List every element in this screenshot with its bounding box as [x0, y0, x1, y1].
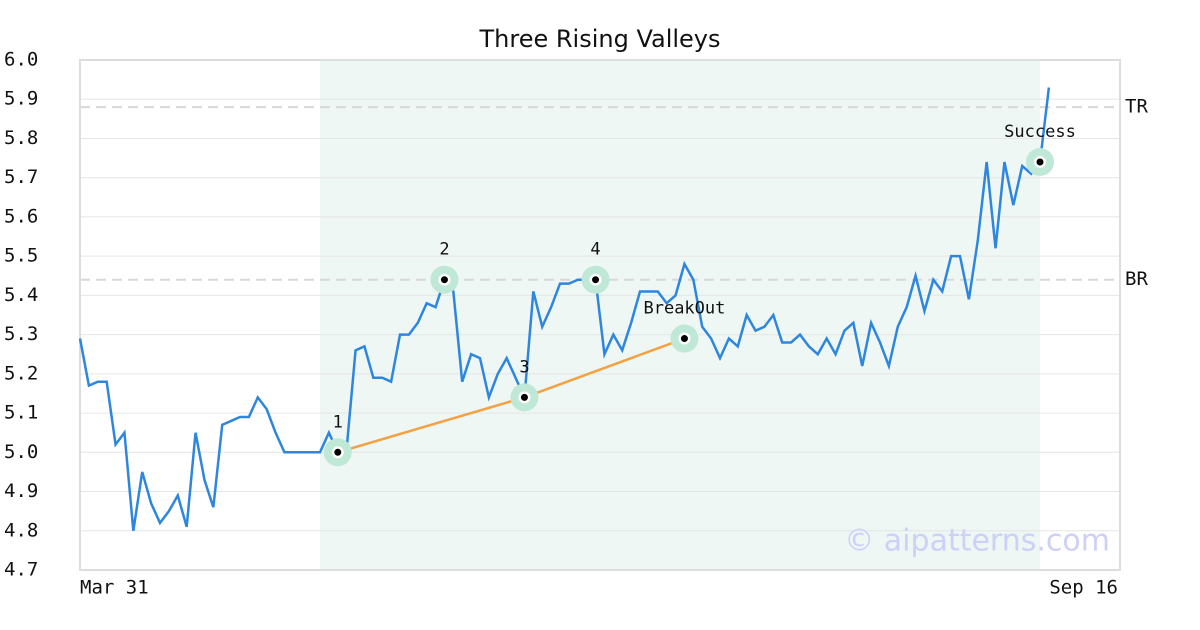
point-center — [592, 276, 600, 284]
y-tick-label: 5.6 — [4, 205, 38, 227]
watermark: © aipatterns.com — [844, 524, 1110, 559]
x-tick-label: Mar 31 — [80, 577, 149, 599]
y-tick-label: 5.0 — [4, 441, 38, 463]
point-label: 4 — [590, 240, 600, 260]
point-label: 1 — [333, 412, 343, 432]
y-tick-label: 5.8 — [4, 127, 38, 149]
point-center — [440, 276, 448, 284]
price-line — [78, 87, 1051, 531]
y-tick-label: 5.4 — [4, 284, 38, 306]
highlight-region — [320, 60, 1040, 570]
point-label: 2 — [439, 240, 449, 260]
chart-title: Three Rising Valleys — [478, 25, 720, 53]
y-tick-label: 5.7 — [4, 166, 38, 188]
plot-frame — [79, 59, 1121, 571]
y-tick-label: 5.1 — [4, 402, 38, 424]
y-tick-label: 5.2 — [4, 362, 38, 384]
point-label: Success — [1004, 122, 1076, 142]
point-label: BreakOut — [643, 299, 725, 319]
y-tick-label: 4.9 — [4, 480, 38, 502]
y-tick-label: 5.3 — [4, 323, 38, 345]
x-tick-label: Sep 16 — [1049, 577, 1118, 599]
y-tick-label: 4.8 — [4, 519, 38, 541]
point-center — [680, 335, 688, 343]
point-center — [520, 393, 528, 401]
point-center — [1036, 158, 1044, 166]
y-tick-label: 5.9 — [4, 88, 38, 110]
point-label: 3 — [519, 357, 529, 377]
y-tick-label: 6.0 — [4, 49, 38, 71]
level-label: TR — [1125, 96, 1148, 118]
y-tick-label: 5.5 — [4, 245, 38, 267]
point-center — [334, 448, 342, 456]
level-label: BR — [1125, 268, 1148, 290]
y-tick-label: 4.7 — [4, 559, 38, 581]
